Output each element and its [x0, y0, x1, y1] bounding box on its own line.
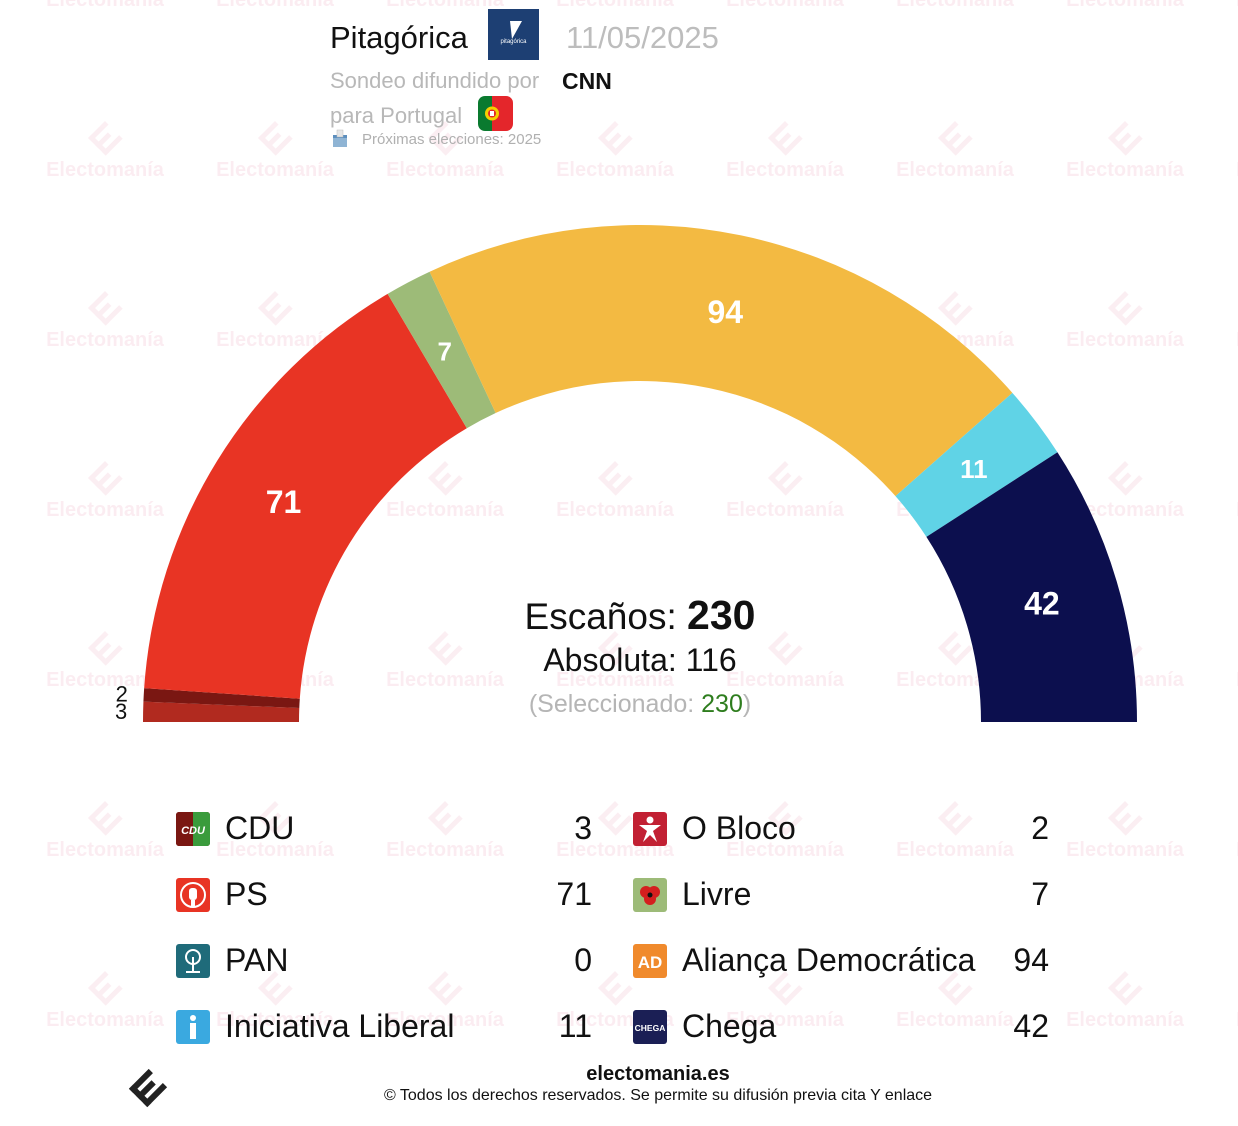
portugal-flag-icon: [478, 96, 513, 131]
legend-name: PAN: [225, 942, 289, 978]
legend-item-cdu: CDU CDU 3: [176, 810, 592, 854]
watermark-logo-icon: [598, 801, 633, 836]
legend-value: 11: [558, 1008, 592, 1044]
hemicycle-segment-iniciativa-liberal: [895, 392, 1058, 537]
watermark-text: Electomanía: [46, 839, 165, 861]
selected-value: 230: [701, 690, 743, 718]
ballot-box-icon: [330, 129, 350, 149]
seats-summary: Escaños: 230: [440, 592, 840, 639]
legend-value: 71: [556, 876, 592, 912]
legend-item-ps: PS 71: [176, 876, 592, 920]
bloco-logo-icon: [633, 812, 667, 846]
seats-total: 230: [687, 592, 756, 638]
hemicycle-segment-alian-a-democr-tica: [429, 225, 1013, 497]
pollster-logo-text: pitagórica: [500, 39, 527, 45]
selected-prefix: (Seleccionado:: [528, 690, 702, 718]
legend-name: CDU: [225, 810, 295, 846]
watermark-logo-icon: [598, 971, 633, 1006]
legend-name: Aliança Democrática: [682, 942, 976, 978]
footer-copyright: © Todos los derechos reservados. Se perm…: [383, 1087, 933, 1104]
watermark-logo-icon: [1108, 971, 1143, 1006]
seats-label: Escaños:: [524, 596, 677, 637]
chega-logo-icon: CHEGA: [633, 1010, 667, 1044]
hemicycle-chart: 32 71 7 94 11 42: [115, 225, 1137, 724]
legend-item-livre: Livre 7: [633, 876, 1049, 920]
pollster-logo-icon: pitagórica: [488, 9, 539, 60]
watermark-logo-icon: [88, 801, 123, 836]
legend-item-bloco: O Bloco 2: [633, 810, 1049, 854]
hemicycle-label: 2: [116, 681, 128, 706]
hemicycle-label: 11: [960, 454, 988, 484]
legend-item-ad: AD Aliança Democrática 94: [633, 942, 1049, 986]
legend-name: O Bloco: [682, 810, 796, 846]
livre-logo-icon: [633, 878, 667, 912]
legend-value: 0: [574, 942, 592, 978]
hemicycle-segment-livre: [387, 271, 496, 429]
electomania-logo-icon: [126, 1066, 170, 1110]
legend-name: Livre: [682, 876, 752, 912]
legend-item-il: Iniciativa Liberal 11: [176, 1008, 592, 1052]
hemicycle-segment-ps: [144, 293, 467, 699]
svg-text:AD: AD: [638, 953, 663, 972]
next-election-label: Próximas elecciones: 2025: [362, 131, 542, 148]
pan-logo-icon: [176, 944, 210, 978]
legend-item-chega: CHEGA Chega 42: [633, 1008, 1049, 1052]
hemicycle-label: 42: [1024, 585, 1060, 621]
hemicycle-label: 94: [707, 294, 743, 330]
legend-value: 2: [1031, 810, 1049, 846]
poll-date: 11/05/2025: [566, 20, 719, 55]
hemicycle-segment-cdu: [143, 701, 300, 722]
hemicycle-label: 3: [115, 699, 127, 724]
hemicycle-segment-o-bloco: [143, 688, 300, 709]
watermark-text: Electomanía: [46, 1009, 165, 1031]
legend-name: Chega: [682, 1008, 777, 1044]
watermark-text: Electomanía: [1066, 1009, 1185, 1031]
footer-site: electomania.es: [586, 1063, 730, 1085]
legend-value: 42: [1013, 1008, 1049, 1044]
watermark-logo-icon: [1108, 801, 1143, 836]
legend-value: 3: [574, 810, 592, 846]
hemicycle-segment-chega: [926, 452, 1137, 722]
cdu-logo-icon: CDU: [176, 812, 210, 846]
il-logo-icon: [176, 1010, 210, 1044]
legend-item-pan: PAN 0: [176, 942, 592, 986]
published-by-label: Sondeo difundido por: [330, 68, 540, 93]
pollster-name: Pitagórica: [330, 20, 468, 55]
selected-summary: (Seleccionado: 230): [440, 690, 840, 719]
watermark-logo-icon: [88, 971, 123, 1006]
legend-name: PS: [225, 876, 268, 912]
watermark-text: Electomanía: [1066, 839, 1185, 861]
legend-value: 7: [1031, 876, 1049, 912]
media-name: CNN: [562, 68, 612, 94]
selected-suffix: ): [742, 690, 752, 718]
svg-text:CHEGA: CHEGA: [635, 1023, 666, 1033]
majority-label: Absoluta: 116: [543, 642, 737, 678]
legend-name: Iniciativa Liberal: [225, 1008, 455, 1044]
ps-logo-icon: [176, 878, 210, 912]
hemicycle-label: 7: [437, 336, 451, 366]
ad-logo-icon: AD: [633, 944, 667, 978]
country-label: para Portugal: [330, 103, 463, 128]
legend-value: 94: [1013, 942, 1049, 978]
svg-text:CDU: CDU: [181, 825, 206, 837]
hemicycle-label: 71: [266, 484, 302, 520]
